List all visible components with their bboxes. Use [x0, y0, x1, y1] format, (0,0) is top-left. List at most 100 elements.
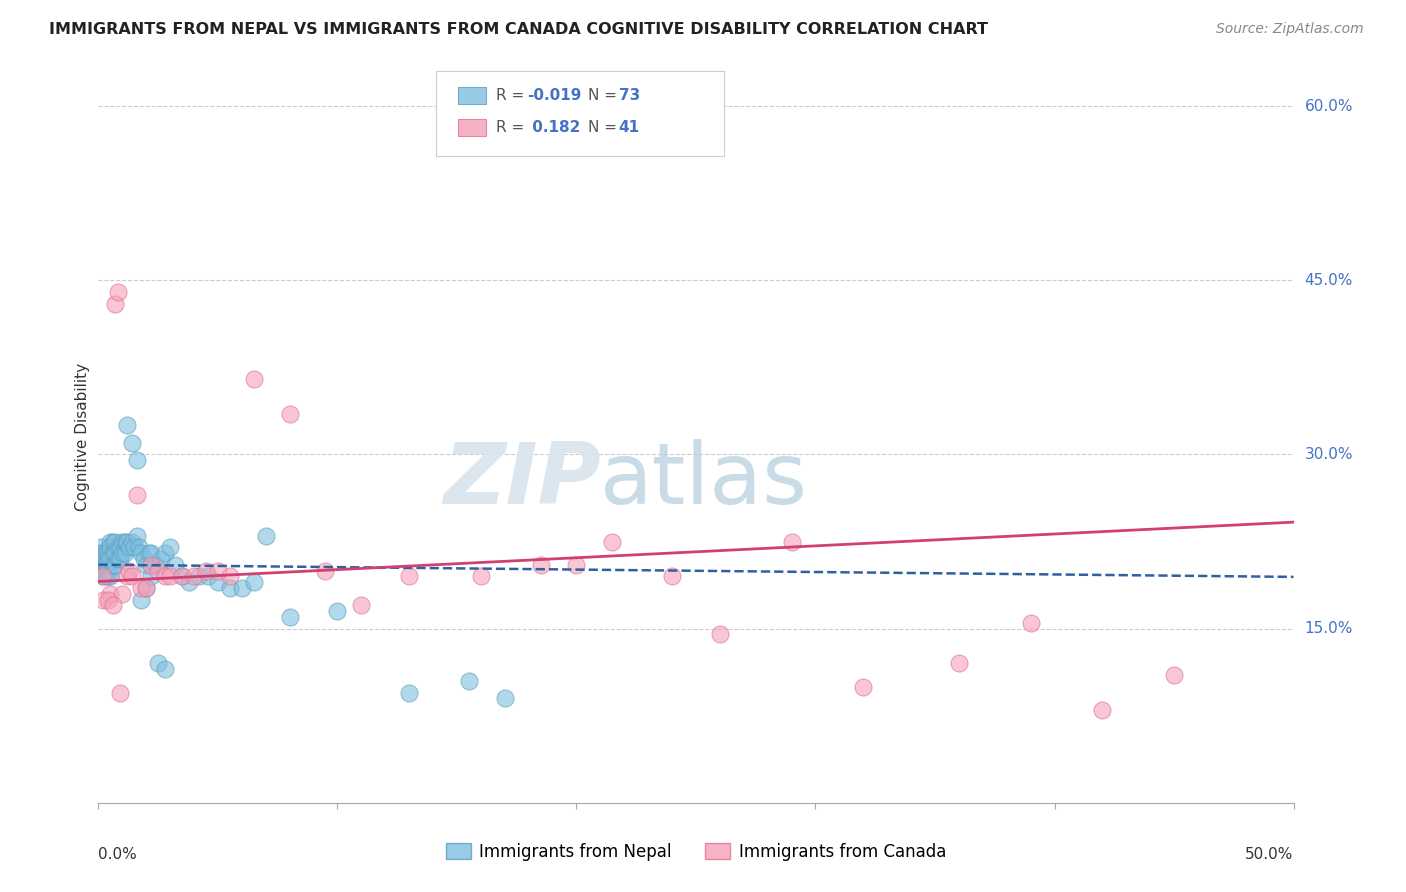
Point	[155, 546, 177, 560]
Y-axis label: Cognitive Disability: Cognitive Disability	[75, 363, 90, 511]
Point	[97, 592, 120, 607]
Point	[101, 558, 124, 572]
Point	[90, 541, 112, 555]
Point	[125, 529, 148, 543]
Point	[107, 285, 129, 299]
Point	[780, 534, 803, 549]
Point	[172, 569, 194, 583]
Point	[97, 546, 120, 560]
Point	[219, 569, 242, 583]
Point	[145, 558, 167, 572]
Point	[207, 575, 229, 590]
Point	[565, 558, 588, 572]
Point	[121, 534, 143, 549]
Point	[155, 662, 177, 676]
Legend: Immigrants from Nepal, Immigrants from Canada: Immigrants from Nepal, Immigrants from C…	[439, 837, 953, 868]
Point	[138, 546, 160, 560]
Point	[94, 569, 117, 583]
Point	[132, 552, 155, 566]
Point	[91, 546, 114, 560]
Point	[107, 552, 129, 566]
Text: 15.0%: 15.0%	[1305, 621, 1353, 636]
Point	[91, 592, 114, 607]
Point	[155, 569, 177, 583]
Point	[98, 569, 122, 583]
Point	[121, 569, 143, 583]
Point	[243, 575, 266, 590]
Text: 50.0%: 50.0%	[1246, 847, 1294, 862]
Point	[125, 488, 148, 502]
Point	[149, 552, 172, 566]
Point	[98, 541, 122, 555]
Point	[219, 581, 242, 595]
Text: 0.0%: 0.0%	[98, 847, 138, 862]
Text: 41: 41	[619, 120, 640, 135]
Point	[398, 685, 420, 699]
Point	[131, 581, 153, 595]
Point	[139, 558, 162, 572]
Text: N =: N =	[588, 88, 621, 103]
Point	[124, 541, 146, 555]
Point	[315, 564, 337, 578]
Point	[458, 673, 481, 688]
Text: 73: 73	[619, 88, 640, 103]
Point	[243, 372, 266, 386]
Point	[91, 558, 114, 572]
Point	[98, 587, 122, 601]
Point	[101, 599, 124, 613]
Point	[135, 558, 157, 572]
Point	[172, 569, 194, 583]
Point	[128, 541, 150, 555]
Point	[115, 569, 138, 583]
Point	[398, 569, 420, 583]
Point	[115, 418, 138, 433]
Text: IMMIGRANTS FROM NEPAL VS IMMIGRANTS FROM CANADA COGNITIVE DISABILITY CORRELATION: IMMIGRANTS FROM NEPAL VS IMMIGRANTS FROM…	[49, 22, 988, 37]
Text: R =: R =	[496, 120, 530, 135]
Point	[108, 541, 131, 555]
Point	[94, 552, 117, 566]
Point	[139, 569, 162, 583]
Point	[163, 558, 186, 572]
Text: 30.0%: 30.0%	[1305, 447, 1353, 462]
Point	[94, 546, 117, 560]
Point	[114, 546, 136, 560]
Point	[1163, 668, 1185, 682]
Point	[111, 546, 134, 560]
Point	[183, 569, 205, 583]
Point	[494, 691, 516, 706]
Point	[107, 541, 129, 555]
Point	[197, 569, 219, 583]
Point	[139, 546, 162, 560]
Point	[114, 534, 136, 549]
Point	[118, 564, 141, 578]
Point	[179, 575, 201, 590]
Point	[91, 552, 114, 566]
Point	[90, 546, 112, 560]
Text: ZIP: ZIP	[443, 440, 600, 523]
Point	[91, 569, 114, 583]
Point	[104, 546, 127, 560]
Point	[97, 569, 120, 583]
Point	[661, 569, 683, 583]
Point	[91, 569, 114, 583]
Point	[131, 546, 153, 560]
Point	[326, 604, 349, 618]
Point	[1019, 615, 1042, 630]
Point	[159, 541, 181, 555]
Point	[135, 581, 157, 595]
Point	[101, 534, 124, 549]
Point	[207, 564, 229, 578]
Point	[709, 627, 731, 641]
Point	[94, 558, 117, 572]
Point	[131, 592, 153, 607]
Text: atlas: atlas	[600, 440, 808, 523]
Point	[115, 534, 138, 549]
Point	[852, 680, 875, 694]
Point	[470, 569, 492, 583]
Point	[90, 558, 112, 572]
Point	[104, 558, 127, 572]
Point	[97, 552, 120, 566]
Point	[195, 564, 218, 578]
Point	[101, 546, 124, 560]
Point	[278, 407, 301, 421]
